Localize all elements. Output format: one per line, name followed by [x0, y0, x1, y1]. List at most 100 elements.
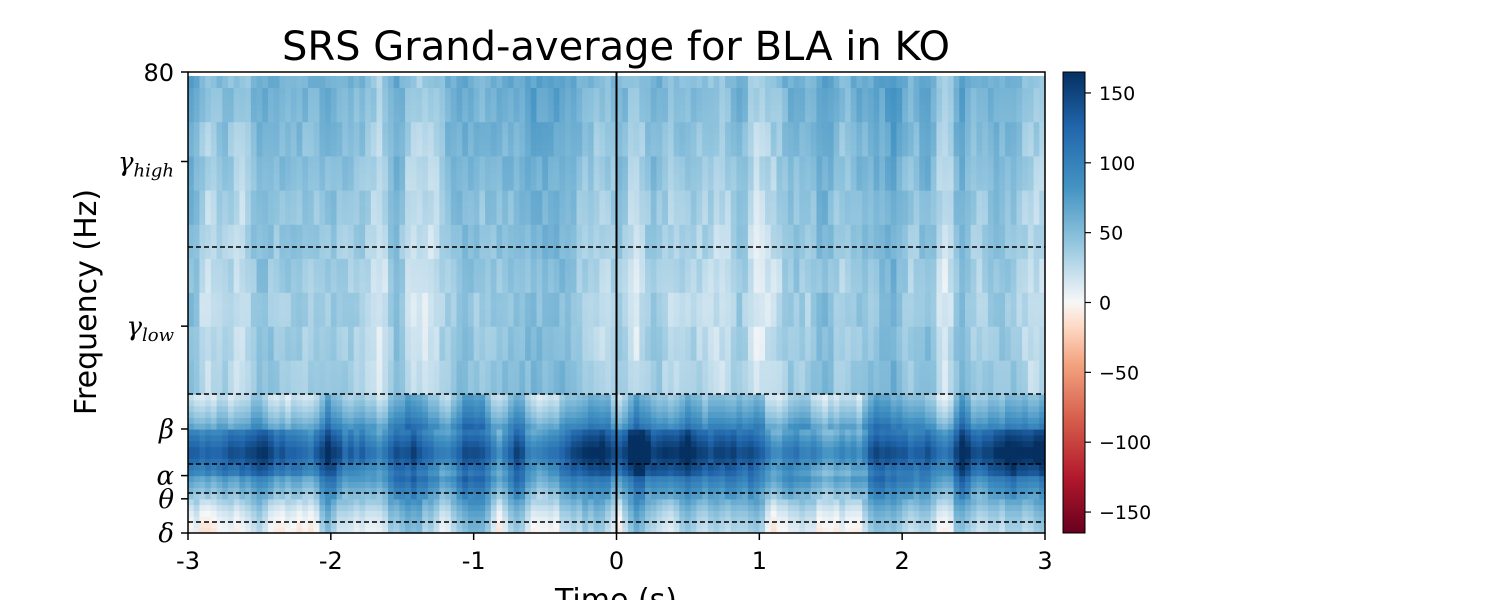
heatmap-cell — [542, 458, 549, 465]
heatmap-cell — [913, 348, 920, 356]
heatmap-cell — [885, 354, 892, 361]
heatmap-cell — [959, 527, 966, 533]
heatmap-cell — [885, 365, 892, 372]
heatmap-cell — [547, 458, 555, 465]
heatmap-cell — [553, 394, 560, 401]
heatmap-cell — [1005, 377, 1012, 384]
heatmap-cell — [942, 469, 949, 477]
heatmap-cell — [1005, 429, 1012, 436]
heatmap-cell — [205, 348, 212, 356]
heatmap-cell — [530, 399, 538, 407]
heatmap-cell — [559, 343, 566, 350]
heatmap-cell — [616, 354, 623, 361]
heatmap-cell — [507, 388, 515, 395]
heatmap-cell — [245, 464, 252, 471]
heatmap-cell — [519, 423, 526, 430]
heatmap-cell — [690, 504, 698, 511]
heatmap-cell — [1016, 527, 1023, 533]
heatmap-cell — [765, 377, 772, 384]
heatmap-cell — [433, 371, 440, 378]
heatmap-cell — [342, 360, 349, 367]
heatmap-cell — [462, 504, 469, 511]
heatmap-cell — [513, 475, 520, 482]
heatmap-cell — [547, 481, 555, 488]
heatmap-cell — [605, 360, 612, 367]
heatmap-cell — [227, 348, 235, 356]
heatmap-cell — [656, 360, 663, 367]
heatmap-cell — [685, 429, 692, 436]
heatmap-cell — [245, 377, 252, 384]
heatmap-cell — [696, 343, 703, 350]
heatmap-cell — [382, 434, 389, 442]
heatmap-cell — [193, 452, 201, 459]
heatmap-cell — [559, 481, 566, 488]
heatmap-cell — [382, 440, 389, 448]
heatmap-cell — [713, 487, 720, 494]
heatmap-cell — [582, 469, 589, 477]
heatmap-cell — [445, 458, 452, 465]
heatmap-cell — [736, 510, 743, 517]
heatmap-cell — [616, 365, 623, 372]
heatmap-cell — [930, 469, 938, 477]
heatmap-cell — [262, 452, 269, 459]
heatmap-cell — [536, 481, 543, 488]
heatmap-cell — [456, 440, 463, 448]
heatmap-cell — [850, 440, 858, 448]
heatmap-cell — [490, 464, 498, 471]
heatmap-cell — [542, 464, 549, 471]
heatmap-cell — [233, 371, 241, 378]
heatmap-cell — [907, 516, 915, 523]
heatmap-cell — [302, 487, 309, 494]
heatmap-cell — [296, 382, 303, 389]
heatmap-cell — [262, 337, 269, 344]
heatmap-cell — [662, 475, 669, 482]
heatmap-cell — [999, 510, 1006, 517]
heatmap-cell — [993, 434, 1000, 442]
heatmap-cell — [993, 360, 1000, 367]
heatmap-cell — [387, 487, 395, 494]
heatmap-cell — [867, 464, 875, 471]
heatmap-cell — [267, 522, 275, 529]
heatmap-cell — [462, 469, 469, 477]
heatmap-cell — [353, 388, 360, 395]
heatmap-cell — [296, 337, 303, 344]
heatmap-cell — [250, 510, 258, 517]
heatmap-cell — [1010, 498, 1018, 506]
heatmap-cell — [959, 348, 966, 356]
heatmap-cell — [216, 417, 223, 424]
heatmap-cell — [439, 337, 446, 344]
heatmap-cell — [405, 377, 412, 384]
heatmap-cell — [188, 417, 195, 424]
heatmap-cell — [799, 498, 806, 506]
heatmap-cell — [999, 446, 1006, 453]
heatmap-cell — [839, 411, 846, 418]
heatmap-cell — [433, 510, 440, 517]
heatmap-cell — [313, 343, 320, 350]
heatmap-cell — [942, 343, 949, 350]
heatmap-cell — [239, 452, 246, 459]
heatmap-cell — [1033, 354, 1040, 361]
heatmap-cell — [405, 510, 412, 517]
heatmap-cell — [622, 360, 629, 367]
heatmap-cell — [805, 469, 812, 477]
heatmap-cell — [736, 440, 743, 448]
heatmap-cell — [959, 382, 966, 389]
heatmap-cell — [462, 464, 469, 471]
heatmap-cell — [605, 504, 612, 511]
heatmap-cell — [930, 354, 938, 361]
heatmap-cell — [787, 446, 795, 453]
heatmap-cell — [976, 440, 983, 448]
heatmap-cell — [433, 434, 440, 442]
heatmap-cell — [919, 498, 926, 506]
heatmap-cell — [742, 493, 749, 500]
heatmap-cell — [999, 498, 1006, 506]
heatmap-cell — [233, 493, 241, 500]
heatmap-cell — [936, 481, 943, 488]
heatmap-cell — [656, 522, 663, 529]
heatmap-cell — [325, 434, 332, 442]
heatmap-cell — [719, 493, 726, 500]
heatmap-cell — [782, 522, 789, 529]
heatmap-cell — [650, 504, 658, 511]
heatmap-cell — [593, 354, 600, 361]
heatmap-cell — [622, 429, 629, 436]
